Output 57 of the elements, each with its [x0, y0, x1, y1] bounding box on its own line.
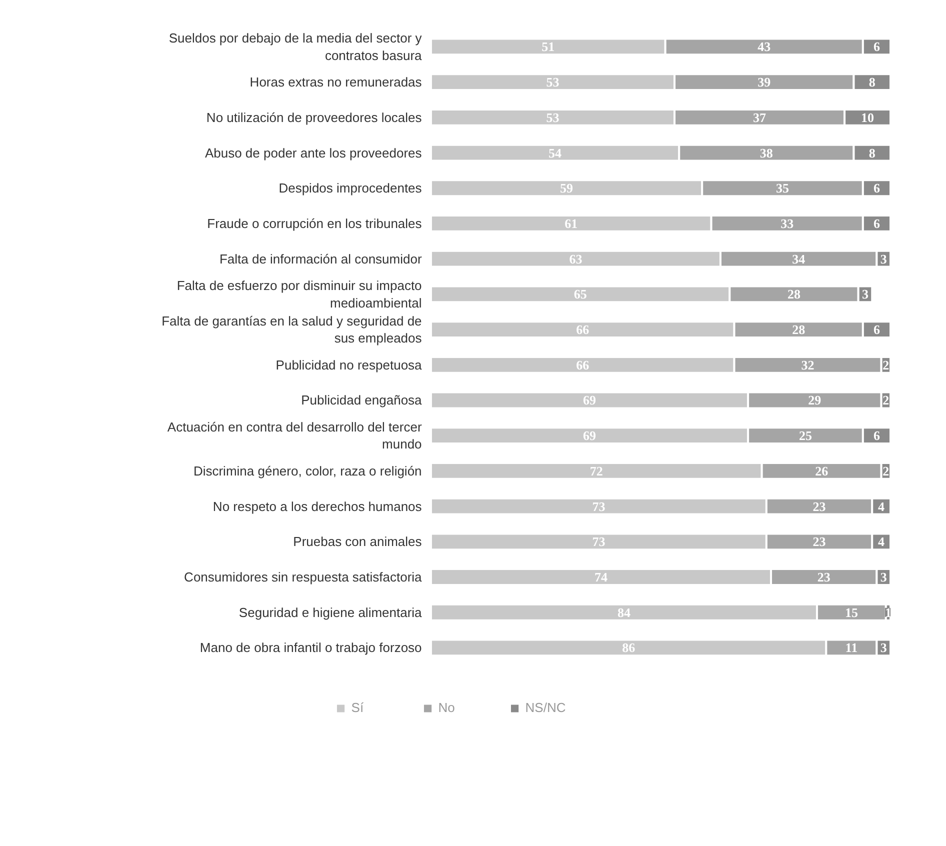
y-tick-label: Consumidores sin respuesta satisfactoria — [184, 570, 423, 585]
y-tick-label: Horas extras no remuneradas — [250, 74, 422, 90]
data-label: 23 — [812, 534, 826, 550]
data-label: 32 — [801, 357, 814, 372]
y-tick-label: Mano de obra infantil o trabajo forzoso — [200, 640, 422, 656]
y-tick-label: Falta de información al consumidor — [219, 251, 422, 266]
data-label: 3 — [880, 640, 888, 656]
data-label: 25 — [798, 428, 812, 444]
data-label: 8 — [868, 74, 876, 90]
data-label: 6 — [873, 216, 880, 231]
y-tick-label: No respeto a los derechos humanos — [212, 498, 422, 514]
y-tick-label: Discrimina género, color, raza o religión — [193, 463, 422, 478]
y-tick-label: Abuso de poder ante los proveedores — [204, 145, 422, 160]
y-tick-label: Sueldos por debajo de la media del sector y contratos basura — [168, 30, 423, 63]
legend-label: No — [438, 700, 456, 715]
legend-label: Sí — [351, 700, 365, 715]
data-label: 6 — [873, 39, 880, 54]
data-label: 37 — [753, 110, 767, 125]
data-label: 3 — [880, 570, 888, 585]
y-tick-label: No utilización de proveedores locales — [206, 110, 422, 125]
data-label: 38 — [760, 145, 774, 160]
data-label: 15 — [844, 604, 858, 620]
data-label: 3 — [862, 286, 869, 302]
data-label: 2 — [882, 392, 890, 408]
y-tick-label: Despidos improcedentes — [278, 180, 422, 196]
data-label: 1 — [884, 604, 892, 620]
legend-label: NS/NC — [525, 700, 566, 715]
y-tick-label: Seguridad e higiene alimentaria — [238, 604, 423, 620]
y-tick-label: Pruebas con animales — [293, 534, 422, 550]
y-tick-label: Actuación en contra del desarrollo del tercer mundo — [167, 419, 422, 452]
y-tick-label: Publicidad engañosa — [301, 392, 423, 408]
data-label: 34 — [792, 251, 806, 266]
data-label: 33 — [780, 216, 794, 231]
data-label: 39 — [758, 74, 772, 90]
y-tick-label: Fraude o corrupción en los tribunales — [207, 216, 422, 231]
data-label: 26 — [815, 463, 829, 478]
data-label: 4 — [878, 498, 886, 514]
y-tick-label: Publicidad no respetuosa — [276, 357, 423, 372]
data-label: 4 — [878, 534, 886, 550]
data-label: 23 — [812, 498, 826, 514]
data-label: 6 — [873, 428, 880, 444]
data-label: 28 — [788, 286, 801, 302]
data-label: 29 — [808, 392, 822, 408]
data-label: 3 — [880, 251, 888, 266]
data-label: 28 — [792, 322, 806, 338]
data-label: 6 — [873, 322, 880, 338]
data-label: 43 — [758, 39, 772, 54]
data-label: 35 — [776, 180, 790, 196]
y-tick-label: Falta de esfuerzo por disminuir su impacto medioambiental — [176, 278, 422, 310]
data-label: 6 — [873, 180, 880, 196]
data-label: 10 — [861, 110, 874, 125]
data-label: 11 — [845, 640, 858, 656]
data-label: 8 — [868, 145, 876, 160]
y-tick-label: Falta de garantías en la salud y seguridad de sus empleados — [162, 313, 422, 346]
data-label: 2 — [882, 463, 890, 478]
data-label: 23 — [817, 570, 831, 585]
data-label: 2 — [882, 357, 890, 372]
